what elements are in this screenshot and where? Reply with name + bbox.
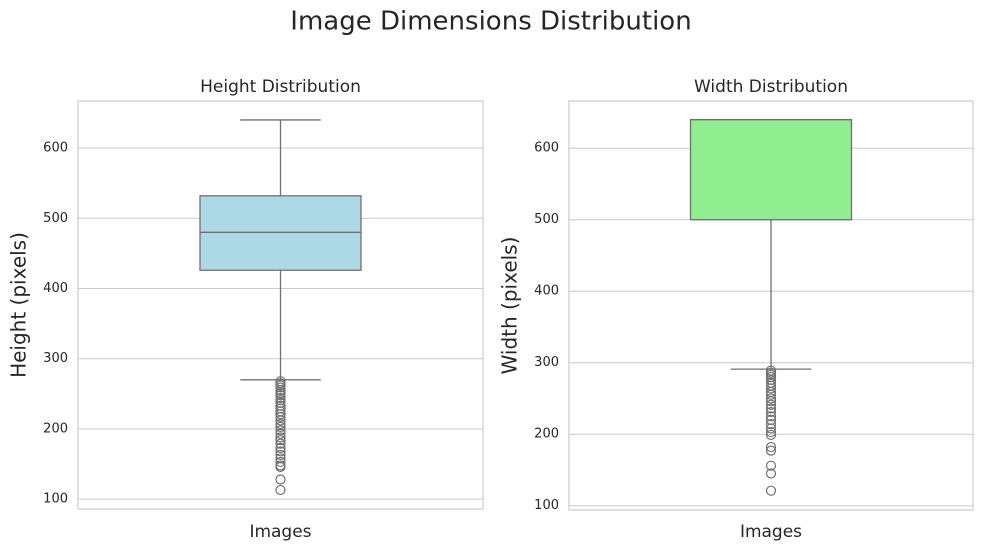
outlier	[765, 406, 777, 418]
axis-title: Width Distribution	[694, 77, 848, 97]
outlier	[275, 449, 286, 461]
y-tick-label: 300	[534, 355, 559, 370]
outlier	[765, 393, 777, 404]
y-axis-label: Width (pixels)	[498, 237, 522, 375]
outlier	[275, 484, 286, 496]
outlier	[275, 428, 286, 439]
outlier	[765, 403, 777, 414]
outlier	[275, 421, 286, 432]
y-tick-label: 600	[534, 141, 559, 156]
y-tick-label: 500	[534, 212, 559, 227]
y-axis-label: Height (pixels)	[7, 232, 31, 378]
outlier	[275, 382, 286, 393]
box	[689, 118, 853, 221]
outlier	[275, 411, 286, 423]
outlier	[275, 435, 286, 446]
y-tick-label: 100	[534, 498, 559, 513]
outlier	[275, 425, 286, 436]
outlier	[765, 396, 777, 407]
outlier	[765, 441, 777, 453]
outlier	[765, 389, 777, 400]
outlier	[275, 415, 286, 426]
outlier	[765, 468, 777, 479]
outlier	[765, 383, 777, 394]
outlier	[765, 411, 777, 422]
outlier	[275, 432, 286, 443]
y-tick-label: 400	[43, 281, 68, 296]
outlier	[275, 390, 286, 401]
outlier	[765, 429, 777, 441]
outlier	[765, 423, 777, 434]
outlier	[275, 418, 286, 430]
outlier	[765, 445, 777, 456]
figure-title: Image Dimensions Distribution	[290, 7, 691, 37]
outlier	[765, 399, 777, 410]
y-tick-label: 100	[43, 492, 68, 507]
outlier	[275, 442, 286, 454]
outlier	[275, 385, 286, 396]
y-tick-label: 400	[534, 284, 559, 299]
outlier	[765, 426, 777, 438]
outlier	[275, 461, 286, 472]
outlier	[275, 446, 286, 457]
x-axis-label: Images	[740, 522, 802, 542]
outlier	[275, 438, 286, 449]
outlier	[765, 419, 777, 430]
outlier	[275, 409, 286, 420]
y-tick-label: 200	[43, 421, 68, 436]
x-axis-label: Images	[249, 522, 311, 542]
y-tick-label: 200	[534, 427, 559, 442]
outlier	[765, 485, 777, 496]
y-tick-label: 300	[43, 351, 68, 366]
outlier	[765, 460, 777, 471]
outlier	[275, 456, 286, 468]
axis-title: Height Distribution	[200, 77, 361, 97]
y-tick-label: 600	[43, 141, 68, 156]
outlier	[275, 474, 286, 485]
box	[199, 195, 362, 271]
y-tick-label: 500	[43, 211, 68, 226]
